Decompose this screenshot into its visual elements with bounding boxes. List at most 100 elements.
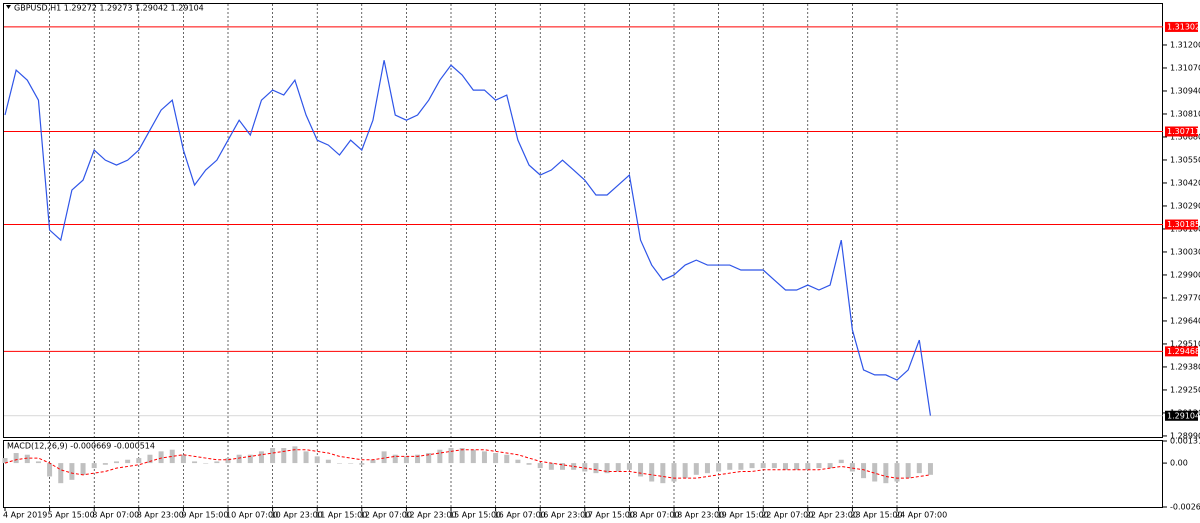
- x-tick-label: 22 Apr 23:00: [806, 511, 858, 520]
- macd-bar: [838, 459, 844, 464]
- macd-bar: [783, 463, 788, 470]
- level-label: 1.30711: [1167, 127, 1200, 136]
- y-tick-label: 1.30030: [1170, 247, 1200, 256]
- y-tick-label: 1.29900: [1170, 270, 1200, 279]
- level-label: 1.30185: [1167, 220, 1200, 229]
- macd-bar: [626, 463, 632, 470]
- macd-bar: [704, 463, 710, 474]
- level-label: 1.31302: [1167, 22, 1200, 31]
- y-tick-label: 1.30940: [1170, 86, 1200, 95]
- macd-bar: [816, 463, 822, 469]
- x-tick-label: 18 Apr 07:00: [627, 511, 679, 520]
- y-tick-label: 1.28990: [1170, 431, 1200, 440]
- macd-bar: [270, 448, 276, 464]
- x-tick-label: 22 Apr 07:00: [761, 511, 813, 520]
- last-price-label: 1.29104: [1167, 411, 1200, 420]
- macd-bar: [448, 448, 454, 464]
- macd-bar: [504, 454, 510, 464]
- macd-bar: [225, 458, 231, 464]
- menu-arrow[interactable]: [6, 5, 11, 9]
- y-tick-label: 1.29640: [1170, 316, 1200, 325]
- macd-bar: [370, 459, 376, 464]
- macd-bar: [203, 463, 209, 464]
- level-label-box: [1165, 219, 1198, 230]
- macd-bar: [883, 463, 889, 484]
- macd-bar: [359, 463, 365, 465]
- macd-bar: [771, 463, 777, 469]
- macd-bar: [749, 463, 755, 469]
- macd-bar: [927, 463, 933, 475]
- level-label: 1.29468: [1167, 347, 1200, 356]
- macd-bar: [481, 451, 487, 464]
- macd-bar: [325, 459, 331, 464]
- x-tick-label: 4 Apr 2019: [3, 511, 47, 520]
- x-tick-label: 11 Apr 15:00: [315, 511, 367, 520]
- macd-bar: [214, 461, 220, 464]
- macd-bar: [493, 453, 499, 464]
- price-line: [4, 60, 932, 416]
- macd-bar: [58, 463, 64, 484]
- macd-bar: [470, 449, 476, 464]
- macd-bar: [158, 451, 164, 464]
- macd-title: MACD(12,26,9) -0.000669 -0.000514: [7, 442, 155, 451]
- macd-bar: [905, 463, 911, 479]
- x-tick-label: 24 Apr 07:00: [895, 511, 947, 520]
- macd-bar: [872, 463, 878, 482]
- macd-bar: [638, 463, 644, 477]
- x-tick-label: 10 Apr 07:00: [226, 511, 278, 520]
- macd-bar: [526, 463, 532, 465]
- level-label-box: [1165, 21, 1198, 32]
- chart-title: GBPUSD,H1 1.29272 1.29273 1.29042 1.2910…: [14, 4, 204, 13]
- macd-bar: [381, 451, 387, 464]
- x-tick-label: 10 Apr 23:00: [271, 511, 323, 520]
- macd-bar: [560, 463, 565, 470]
- macd-bar: [515, 459, 521, 464]
- macd-bar: [716, 463, 722, 472]
- macd-bar: [571, 463, 577, 470]
- macd-bar: [415, 454, 421, 464]
- signal-line: [4, 449, 931, 479]
- macd-bar: [437, 449, 443, 464]
- y-tick-label: 1.30550: [1170, 155, 1200, 164]
- macd-bar: [236, 454, 242, 464]
- x-tick-label: 8 Apr 23:00: [137, 511, 184, 520]
- y-tick-label: 1.29510: [1170, 339, 1200, 348]
- price-panel: [3, 3, 1163, 438]
- macd-bar: [180, 454, 186, 464]
- y-tick-label: 1.31200: [1170, 40, 1200, 49]
- macd-bar: [24, 454, 30, 464]
- macd-bar: [247, 454, 253, 464]
- macd-bar: [426, 453, 432, 464]
- macd-bar: [69, 463, 75, 480]
- x-tick-label: 12 Apr 07:00: [360, 511, 412, 520]
- macd-bar: [114, 461, 119, 464]
- y-tick-label: 1.30810: [1170, 109, 1200, 118]
- macd-bar: [593, 463, 599, 474]
- y-tick-label: 1.29380: [1170, 362, 1200, 371]
- macd-bar: [136, 458, 142, 464]
- macd-bar: [47, 463, 53, 477]
- x-tick-label: 16 Apr 23:00: [538, 511, 590, 520]
- macd-bar: [348, 463, 354, 464]
- macd-bar: [281, 448, 287, 464]
- macd-bar: [916, 463, 922, 474]
- level-label-box: [1165, 346, 1198, 357]
- macd-bar: [738, 463, 744, 470]
- macd-bar: [403, 456, 409, 464]
- macd-bar: [80, 463, 86, 475]
- y-tick-label: 1.29770: [1170, 293, 1200, 302]
- x-tick-label: 5 Apr 15:00: [48, 511, 95, 520]
- y-tick-label: 0.00: [1170, 459, 1188, 468]
- macd-bar: [91, 463, 97, 469]
- macd-bar: [537, 463, 543, 469]
- macd-bar: [292, 446, 298, 464]
- x-tick-label: 23 Apr 15:00: [850, 511, 902, 520]
- x-tick-label: 15 Apr 15:00: [449, 511, 501, 520]
- macd-bar: [827, 463, 833, 469]
- macd-bar: [894, 463, 900, 482]
- macd-bar: [102, 463, 108, 465]
- y-tick-label: -0.002622: [1170, 503, 1200, 512]
